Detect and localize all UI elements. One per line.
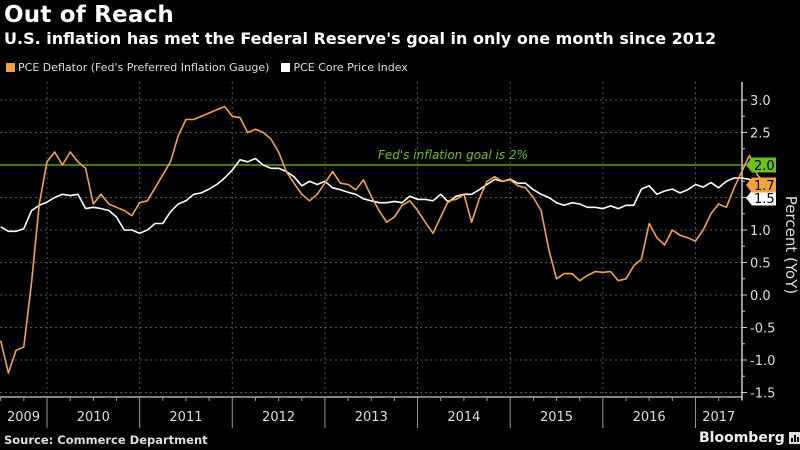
end-labels: 1.51.7 2.0 [746, 157, 776, 207]
y-tick-label: -0.5 [750, 322, 775, 337]
legend-label-pce-deflator: PCE Deflator (Fed's Preferred Inflation … [18, 61, 270, 74]
y-axis-title: Percent (YoY) [782, 196, 800, 294]
legend-swatch-pce-core [281, 63, 291, 72]
source-note: Source: Commerce Department [4, 433, 208, 447]
legend: PCE Deflator (Fed's Preferred Inflation … [6, 61, 408, 74]
legend-item-pce-core: PCE Core Price Index [281, 61, 408, 74]
legend-label-pce-core: PCE Core Price Index [293, 61, 408, 74]
x-tick-label: 2011 [169, 410, 202, 425]
series-line-pce-core [0, 157, 766, 235]
end-label-goal-bg [746, 157, 776, 173]
series-line-pce-deflator [0, 105, 766, 374]
y-tick-label: -1.0 [750, 354, 775, 369]
y-tick-label: 1.0 [750, 224, 771, 239]
y-tick-label: 3.0 [750, 94, 771, 109]
y-tick-label: 0.5 [750, 257, 771, 272]
brand-name: Bloomberg [699, 430, 785, 446]
chart-subtitle: U.S. inflation has met the Federal Reser… [4, 29, 717, 48]
grid-layer [0, 82, 742, 397]
x-tick-label: 2012 [262, 410, 295, 425]
end-label-goal-text: 2.0 [754, 159, 775, 174]
x-tick-label: 2014 [447, 410, 480, 425]
x-axis: 2009 2010 2011 2012 2013 2014 2015 2016 2017 [0, 396, 743, 428]
x-tick-label: 2013 [355, 410, 388, 425]
y-tick-label: 2.5 [750, 127, 771, 142]
legend-item-pce-deflator: PCE Deflator (Fed's Preferred Inflation … [6, 61, 269, 74]
end-label-pce-deflator: 1.7 [746, 177, 776, 194]
end-label-goal: 2.0 [746, 157, 776, 174]
end-label-pce-deflator-bg [746, 177, 776, 193]
x-tick-label: 2009 [7, 410, 40, 425]
end-label-pce-core: 1.5 [746, 190, 776, 207]
goal-annotation: Fed's inflation goal is 2% [378, 148, 528, 162]
bloomberg-chart-icon [788, 432, 800, 444]
x-tick-label: 2016 [633, 410, 666, 425]
end-label-pce-core-bg [746, 190, 776, 206]
x-tick-label: 2015 [540, 410, 573, 425]
y-tick-label: -1.5 [750, 387, 775, 402]
x-tick-label: 2010 [77, 410, 110, 425]
brand-logo: Bloomberg [699, 430, 800, 446]
legend-swatch-pce-deflator [6, 63, 15, 72]
chart-title: Out of Reach [4, 2, 174, 28]
end-label-pce-deflator-text: 1.7 [754, 179, 775, 194]
y-axis: 3.0 2.5 2.0 1.5 1.0 0.5 0.0 -0.5 -1.0 -1.5 [741, 82, 775, 402]
y-tick-label: 0.0 [750, 289, 771, 304]
end-label-pce-core-text: 1.5 [754, 192, 775, 207]
x-tick-label: 2017 [702, 410, 735, 425]
